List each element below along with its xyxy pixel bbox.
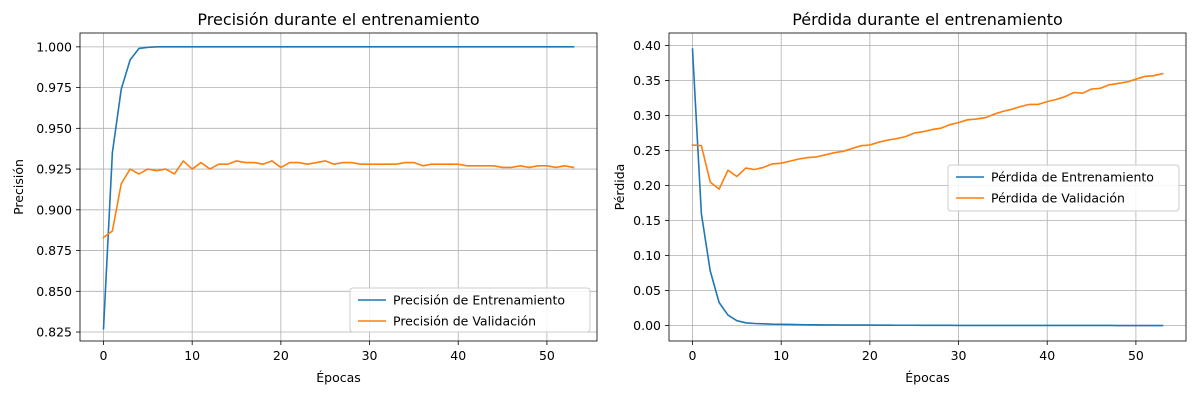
loss-x-axis-label: Épocas xyxy=(905,370,950,385)
accuracy-chart-panel: 0 10 20 30 40 50 0.825 0.850 0.875 0.900 0.925 0.95… xyxy=(11,10,598,385)
loss-chart-title: Pérdida durante el entrenamiento xyxy=(792,10,1063,29)
loss-legend-label: Pérdida de Validación xyxy=(991,191,1125,206)
loss-y-tick-label: 0.20 xyxy=(633,178,661,193)
accuracy-series-training-line xyxy=(102,46,575,330)
accuracy-series-validation-line xyxy=(102,160,575,239)
loss-x-tick-label: 30 xyxy=(951,348,967,363)
loss-y-tick-label: 0.40 xyxy=(633,38,661,53)
accuracy-plot-frame xyxy=(79,32,598,342)
loss-y-tick-label: 0.30 xyxy=(633,108,661,123)
accuracy-y-tick-label: 0.925 xyxy=(36,162,72,177)
accuracy-y-tick-label: 1.000 xyxy=(36,39,72,54)
accuracy-x-tick-label: 20 xyxy=(273,348,289,363)
accuracy-legend-label: Precisión de Validación xyxy=(393,314,536,329)
accuracy-y-tick-label: 0.950 xyxy=(36,121,72,136)
loss-x-tick-label: 0 xyxy=(689,348,697,363)
accuracy-legend-label: Precisión de Entrenamiento xyxy=(393,293,565,308)
loss-plot-frame xyxy=(668,32,1187,342)
loss-y-axis-label: Pérdida xyxy=(612,164,627,211)
accuracy-y-tick-label: 0.850 xyxy=(36,284,72,299)
loss-chart-panel: 0 10 20 30 40 50 0.00 0.05 0.10 0.15 0.20 0.25 0.30 0… xyxy=(612,10,1187,385)
accuracy-y-tick-label: 0.875 xyxy=(36,243,72,258)
loss-y-tick-label: 0.15 xyxy=(633,213,661,228)
loss-y-tick-label: 0.00 xyxy=(633,318,661,333)
loss-legend-box xyxy=(947,164,1180,212)
accuracy-legend: Precisión de Entrenamiento Precisión de V… xyxy=(349,287,591,333)
accuracy-x-tick-label: 10 xyxy=(184,348,200,363)
accuracy-y-tick-label: 0.975 xyxy=(36,80,72,95)
loss-y-tick-label: 0.05 xyxy=(633,283,661,298)
accuracy-chart-title: Precisión durante el entrenamiento xyxy=(197,10,479,29)
accuracy-x-axis-label: Épocas xyxy=(316,370,361,385)
loss-x-tick-label: 20 xyxy=(862,348,878,363)
loss-y-tick-label: 0.10 xyxy=(633,248,661,263)
accuracy-x-tick-label: 40 xyxy=(450,348,466,363)
loss-x-tick-label: 50 xyxy=(1128,348,1144,363)
loss-y-tick-label: 0.35 xyxy=(633,73,661,88)
loss-series-validation-line xyxy=(691,72,1164,190)
loss-series-training-line xyxy=(691,48,1164,327)
loss-legend-label: Pérdida de Entrenamiento xyxy=(991,170,1154,185)
accuracy-y-tick-label: 0.900 xyxy=(36,202,72,217)
loss-legend: Pérdida de Entrenamiento Pérdida de Valid… xyxy=(947,164,1180,212)
accuracy-y-axis-label: Precisión xyxy=(11,159,26,215)
accuracy-x-tick-label: 50 xyxy=(539,348,555,363)
accuracy-y-tick-label: 0.825 xyxy=(36,325,72,340)
loss-y-tick-label: 0.25 xyxy=(633,143,661,158)
loss-x-tick-label: 40 xyxy=(1039,348,1055,363)
accuracy-x-tick-label: 0 xyxy=(100,348,108,363)
loss-x-tick-label: 10 xyxy=(773,348,789,363)
accuracy-x-tick-label: 30 xyxy=(362,348,378,363)
accuracy-legend-box xyxy=(349,287,591,333)
